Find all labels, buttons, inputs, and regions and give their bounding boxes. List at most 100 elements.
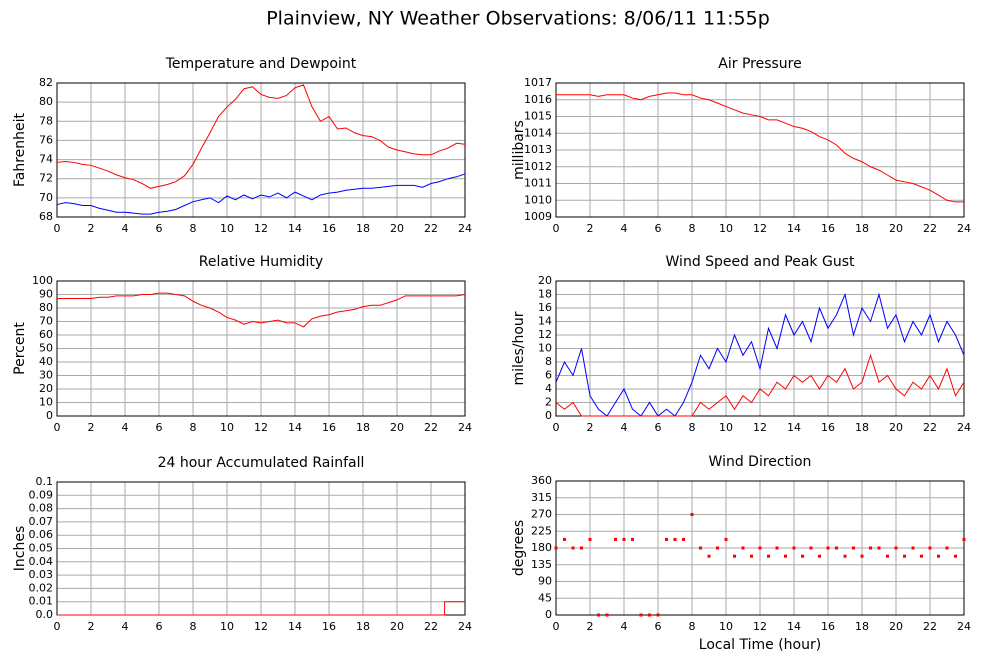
- y-tick-label: 18: [538, 288, 552, 301]
- x-tick-label: 24: [458, 620, 472, 633]
- y-tick-label: 0: [545, 608, 552, 621]
- x-tick-label: 22: [424, 421, 438, 434]
- x-tick-label: 6: [655, 222, 662, 235]
- x-tick-label: 14: [288, 421, 302, 434]
- y-tick-label: 14: [538, 315, 552, 328]
- y-tick-label: 0.04: [29, 555, 54, 568]
- data-point: [767, 554, 770, 558]
- y-tick-label: 225: [531, 524, 552, 537]
- y-tick-label: 0.03: [29, 568, 54, 581]
- data-point: [860, 554, 864, 558]
- data-point: [707, 554, 711, 558]
- x-tick-label: 12: [753, 421, 767, 434]
- data-point: [784, 554, 787, 558]
- data-point: [639, 613, 643, 617]
- data-point: [588, 537, 592, 541]
- y-axis-label: miles/hour: [511, 311, 527, 385]
- y-axis-label: Percent: [12, 322, 28, 375]
- y-tick-label: 20: [39, 382, 53, 395]
- x-tick-label: 12: [254, 620, 268, 633]
- y-tick-label: 4: [545, 382, 552, 395]
- data-point: [903, 554, 906, 558]
- x-tick-label: 24: [957, 421, 971, 434]
- x-tick-label: 16: [322, 620, 336, 633]
- data-point: [648, 613, 651, 617]
- x-tick-label: 4: [122, 421, 129, 434]
- y-tick-label: 1009: [524, 210, 552, 223]
- x-tick-label: 8: [689, 421, 696, 434]
- data-point: [724, 537, 728, 541]
- y-tick-label: 180: [531, 541, 552, 554]
- y-axis-label: millibars: [511, 120, 527, 180]
- x-tick-label: 4: [621, 620, 628, 633]
- data-point: [580, 546, 583, 550]
- x-tick-label: 22: [424, 620, 438, 633]
- x-tick-label: 0: [553, 620, 560, 633]
- y-tick-label: 0.07: [29, 515, 54, 528]
- panel-title: Temperature and Dewpoint: [165, 56, 357, 72]
- y-tick-label: 100: [32, 274, 53, 287]
- data-line: [555, 353, 965, 417]
- y-tick-label: 1016: [524, 93, 552, 106]
- x-tick-label: 22: [424, 222, 438, 235]
- y-tick-label: 60: [39, 328, 53, 341]
- y-tick-label: 12: [538, 328, 552, 341]
- x-tick-label: 0: [54, 222, 61, 235]
- y-tick-label: 30: [39, 369, 53, 382]
- data-point: [835, 546, 838, 550]
- data-line: [556, 92, 964, 203]
- y-tick-label: 8: [545, 355, 552, 368]
- x-tick-label: 10: [719, 421, 733, 434]
- x-tick-label: 2: [88, 620, 95, 633]
- y-tick-label: 20: [538, 274, 552, 287]
- data-line: [57, 292, 466, 328]
- x-tick-label: 12: [753, 620, 767, 633]
- data-point: [843, 554, 847, 558]
- y-tick-label: 0.01: [29, 595, 54, 608]
- y-axis-label: Fahrenheit: [12, 112, 28, 187]
- x-tick-label: 16: [821, 620, 835, 633]
- panel-title: Wind Direction: [709, 454, 812, 470]
- data-point: [818, 554, 821, 558]
- data-point: [673, 537, 677, 541]
- x-tick-label: 2: [88, 222, 95, 235]
- x-tick-label: 18: [356, 222, 370, 235]
- x-tick-label: 14: [787, 421, 801, 434]
- x-tick-label: 6: [655, 421, 662, 434]
- data-point: [792, 546, 796, 550]
- y-tick-label: 76: [39, 133, 53, 146]
- x-tick-label: 0: [54, 620, 61, 633]
- plot-frame: [555, 280, 965, 417]
- plot-frame: [56, 82, 466, 218]
- y-tick-label: 50: [39, 342, 53, 355]
- x-tick-label: 0: [553, 222, 560, 235]
- panel-title: Air Pressure: [718, 56, 801, 72]
- y-tick-label: 70: [39, 191, 53, 204]
- x-tick-label: 22: [923, 421, 937, 434]
- x-tick-label: 8: [190, 421, 197, 434]
- x-tick-label: 14: [787, 222, 801, 235]
- x-tick-label: 22: [923, 620, 937, 633]
- x-tick-label: 16: [322, 421, 336, 434]
- data-point: [716, 546, 719, 550]
- x-tick-label: 8: [190, 620, 197, 633]
- data-point: [869, 546, 872, 550]
- x-tick-label: 10: [719, 222, 733, 235]
- y-tick-label: 0.02: [29, 581, 54, 594]
- y-tick-label: 0.1: [36, 475, 54, 488]
- panel-title: Relative Humidity: [199, 254, 323, 270]
- data-point: [877, 546, 881, 550]
- y-tick-label: 0.09: [29, 488, 54, 501]
- page-title: Plainview, NY Weather Observations: 8/06…: [266, 8, 770, 30]
- x-tick-label: 24: [957, 222, 971, 235]
- y-tick-label: 315: [531, 491, 552, 504]
- x-tick-label: 6: [156, 421, 163, 434]
- y-tick-label: 40: [39, 355, 53, 368]
- data-point: [571, 546, 575, 550]
- data-point: [826, 546, 830, 550]
- x-tick-label: 22: [923, 222, 937, 235]
- x-tick-label: 16: [821, 421, 835, 434]
- data-point: [690, 513, 694, 516]
- data-point: [682, 537, 685, 541]
